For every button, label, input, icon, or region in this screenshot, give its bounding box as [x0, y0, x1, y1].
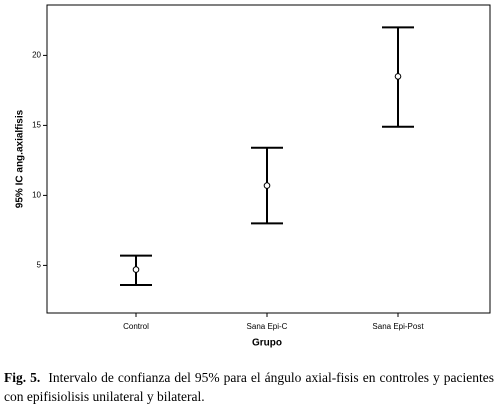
x-axis-label: Grupo — [252, 338, 282, 349]
plot-frame — [46, 4, 491, 314]
x-tick-label: Control — [123, 322, 149, 331]
caption-label: Fig. 5. — [4, 370, 41, 385]
mean-point — [132, 266, 140, 273]
y-tick-label: 15 — [32, 121, 41, 130]
caption-text: Intervalo de confianza del 95% para el á… — [4, 370, 495, 404]
y-tick-label: 5 — [37, 261, 42, 270]
mean-point — [263, 182, 271, 189]
y-tick-label: 20 — [32, 51, 41, 60]
mean-point — [394, 73, 402, 80]
y-tick-label: 10 — [32, 191, 41, 200]
caption: Fig. 5. Intervalo de confianza del 95% p… — [4, 368, 494, 406]
x-tick-label: Sana Epi-C — [247, 322, 288, 331]
chart: Grupo 95% IC ang.axialfisis 5 10 15 20 Contr… — [15, 4, 491, 349]
x-tick-label: Sana Epi-Post — [372, 322, 424, 331]
y-axis-label: 95% IC ang.axialfisis — [15, 109, 26, 208]
